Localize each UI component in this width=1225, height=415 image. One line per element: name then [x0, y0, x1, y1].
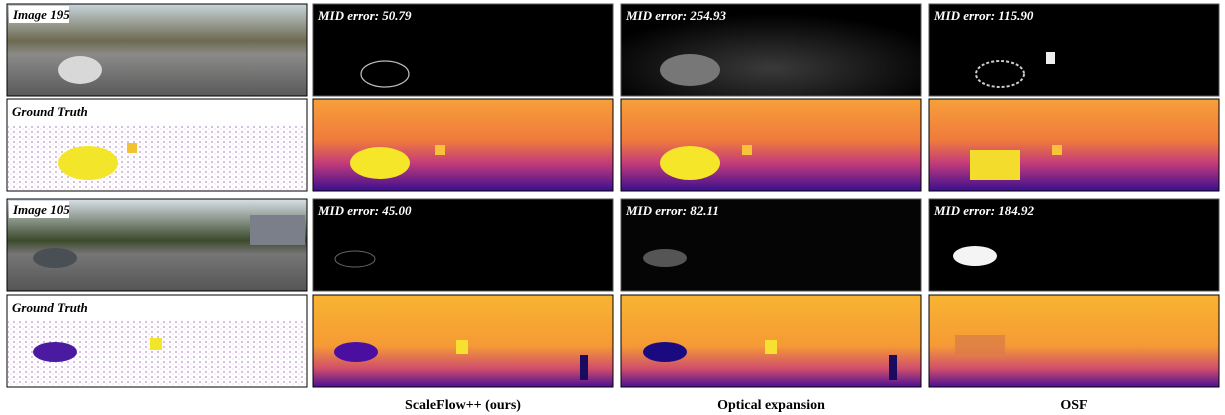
error-label: MID error: 184.92 — [933, 203, 1035, 218]
error-shape — [1046, 52, 1055, 64]
object — [150, 338, 162, 350]
points — [8, 125, 306, 190]
object — [580, 355, 588, 380]
row-label: Image 195 — [12, 7, 70, 22]
car — [970, 150, 1020, 180]
car — [643, 342, 687, 362]
object — [889, 355, 897, 380]
column-caption: OSF — [1060, 398, 1087, 413]
car — [334, 342, 378, 362]
object — [765, 340, 777, 354]
error-label: MID error: 82.11 — [625, 203, 719, 218]
car — [33, 342, 77, 362]
error-label: MID error: 254.93 — [625, 8, 727, 23]
column-caption: Optical expansion — [717, 398, 825, 413]
error-label: MID error: 50.79 — [317, 8, 412, 23]
object — [1052, 145, 1062, 155]
row-label: Image 105 — [12, 202, 70, 217]
row-1: Image 195 MID error: 50.79 MID error: 25… — [7, 4, 1219, 96]
car — [58, 146, 118, 180]
object — [456, 340, 468, 354]
car — [33, 248, 77, 268]
error-shape — [953, 246, 997, 266]
row-4: Ground Truth — [7, 295, 1219, 387]
error-shape — [660, 54, 720, 86]
car — [955, 335, 1005, 355]
row-2: Ground Truth — [7, 99, 1219, 191]
depth-map — [621, 99, 921, 191]
depth-map — [313, 99, 613, 191]
car — [350, 147, 410, 179]
car — [58, 56, 102, 84]
column-caption: ScaleFlow++ (ours) — [405, 398, 521, 413]
car — [660, 146, 720, 180]
building — [250, 215, 305, 245]
object — [435, 145, 445, 155]
object — [127, 143, 137, 153]
row-3: Image 105 MID error: 45.00 MID error: 82… — [7, 199, 1219, 291]
error-label: MID error: 115.90 — [933, 8, 1034, 23]
error-shape — [643, 249, 687, 267]
row-label: Ground Truth — [12, 300, 88, 315]
figure: Image 195 MID error: 50.79 MID error: 25… — [0, 0, 1225, 415]
error-label: MID error: 45.00 — [317, 203, 412, 218]
object — [742, 145, 752, 155]
row-label: Ground Truth — [12, 104, 88, 119]
